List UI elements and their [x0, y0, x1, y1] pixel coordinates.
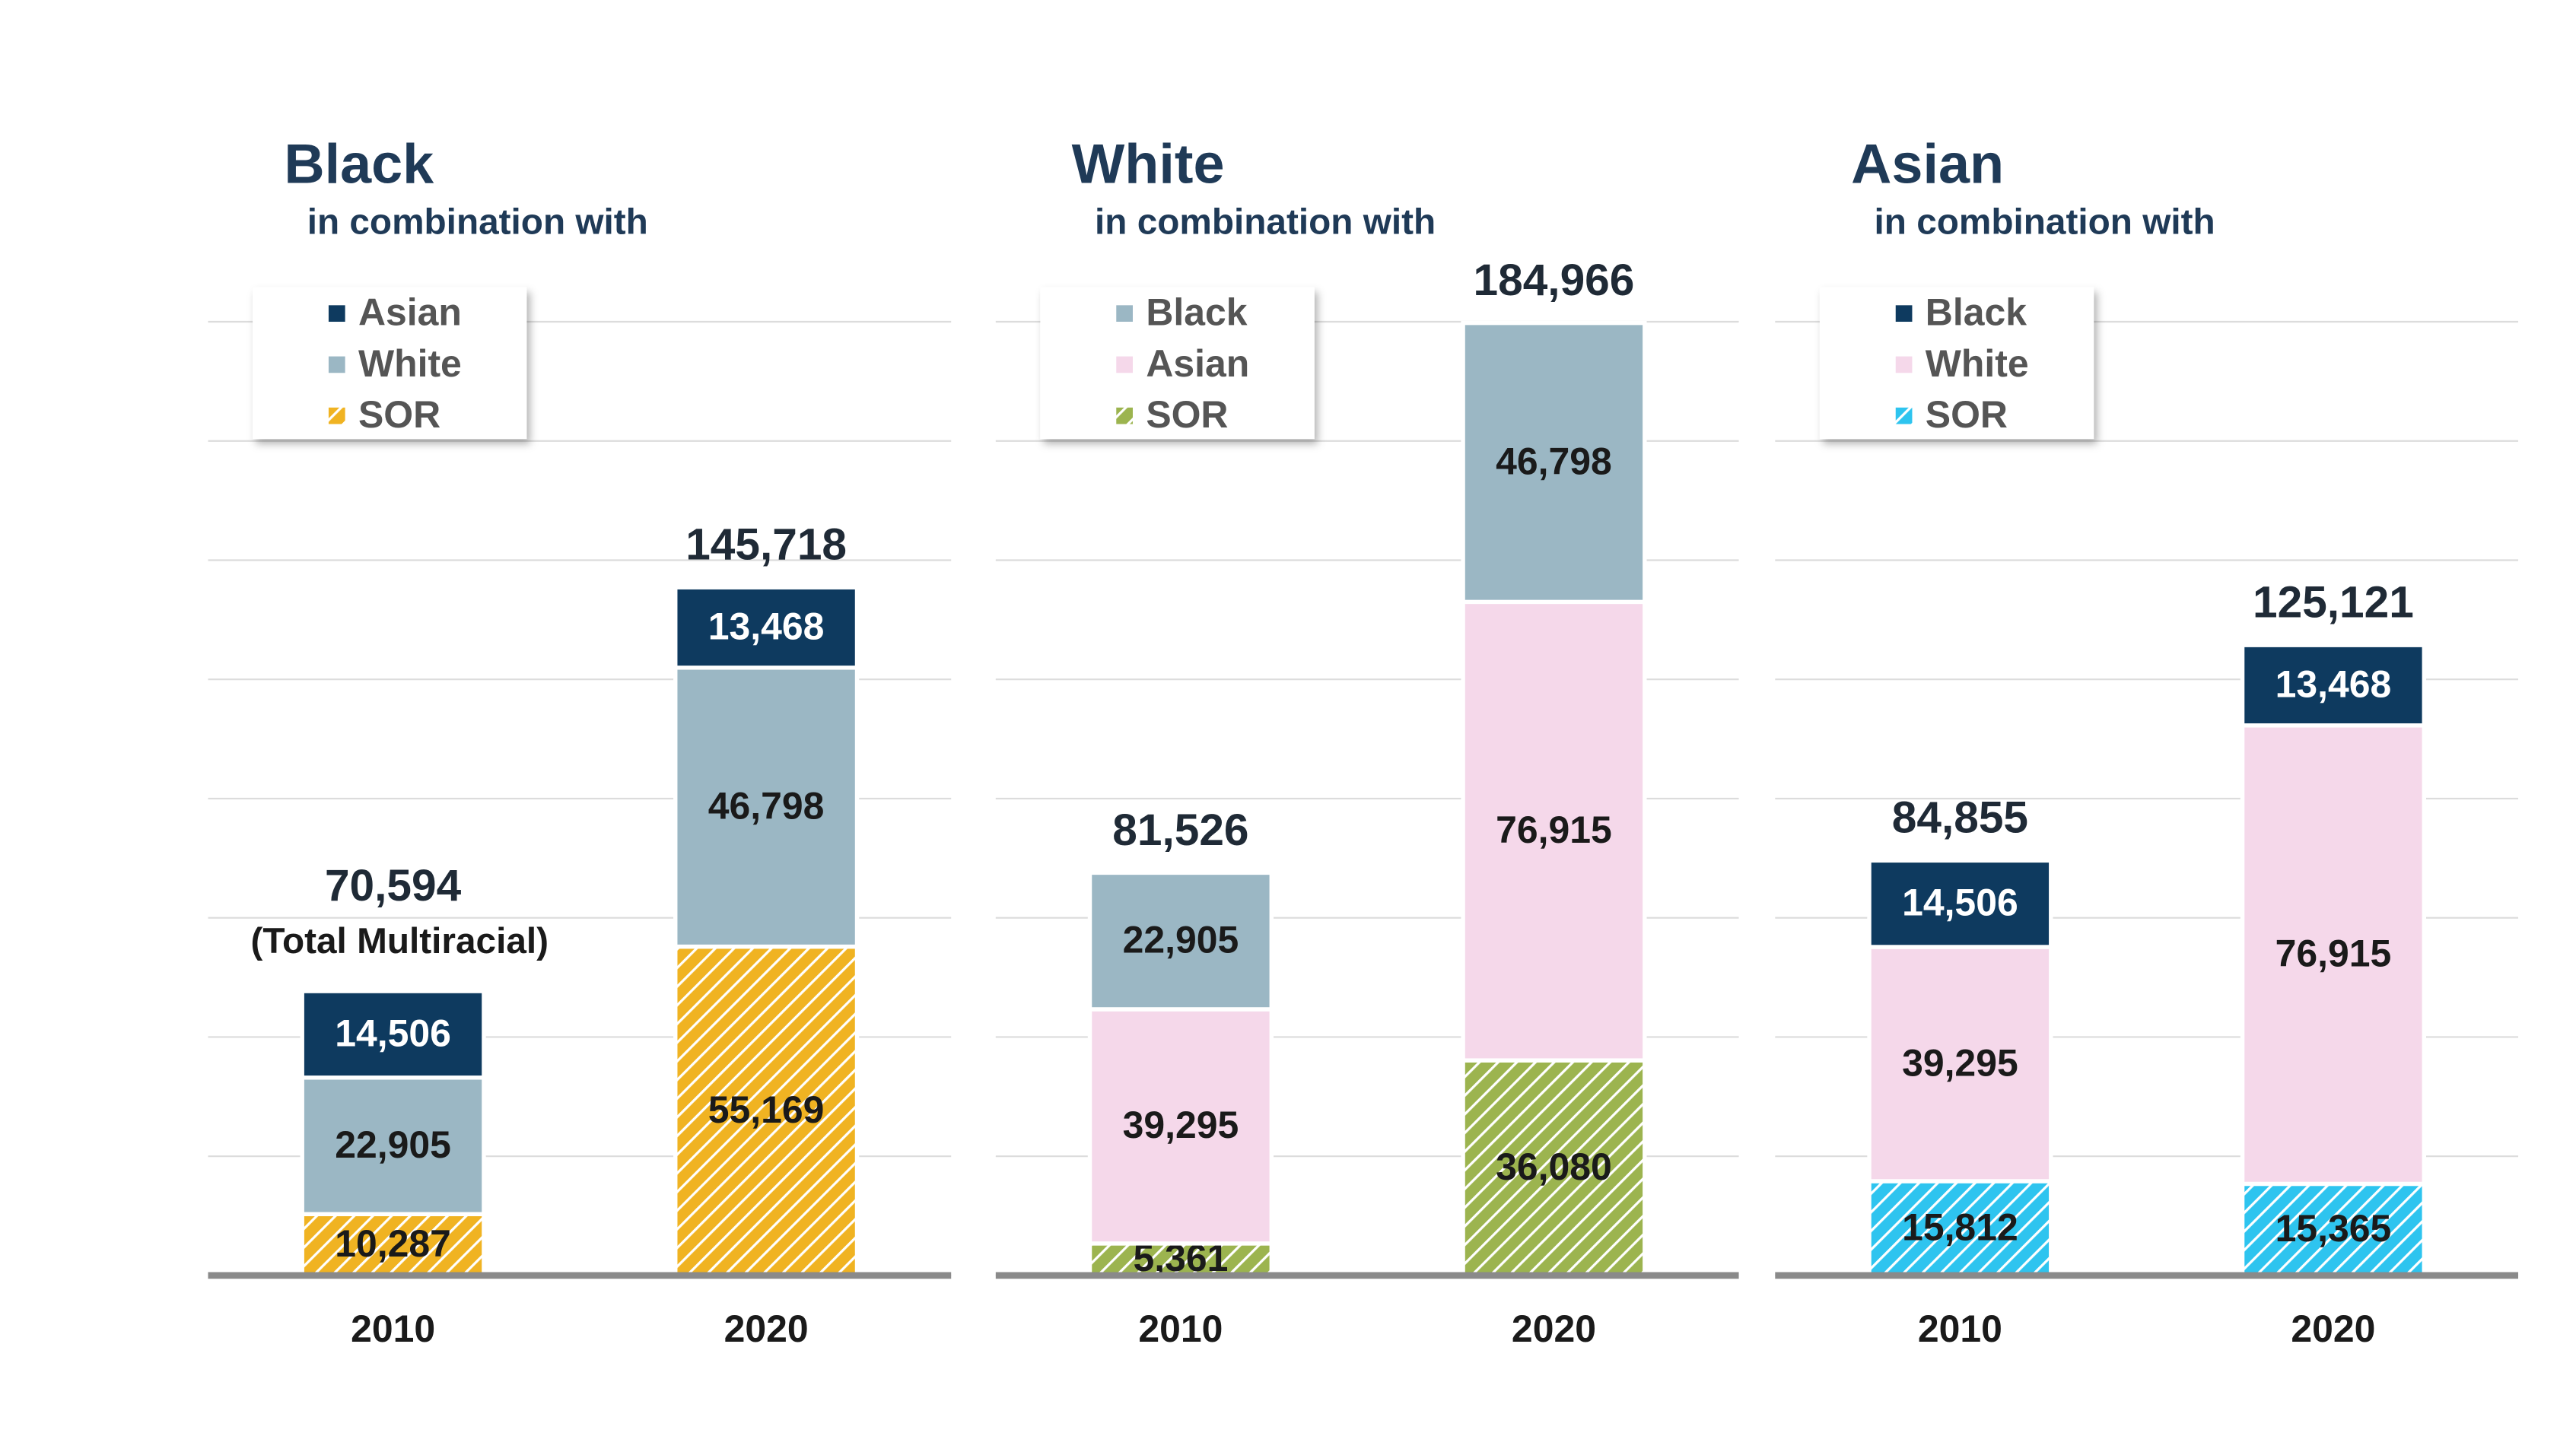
- legend-label: Black: [1146, 291, 1247, 334]
- legend-swatch: [328, 305, 345, 322]
- bar-segment: [1087, 1007, 1274, 1246]
- legend-swatch: [1895, 356, 1913, 373]
- panel-title: White: [1072, 132, 1225, 195]
- legend-label: Asian: [358, 291, 462, 334]
- legend-label: Black: [1926, 291, 2027, 334]
- segment-label: 15,812: [1902, 1206, 2018, 1248]
- legend-box: [253, 287, 527, 440]
- x-tick-label: 2010: [1918, 1307, 2002, 1350]
- legend-label: White: [358, 342, 462, 385]
- segment-label: 39,295: [1123, 1104, 1239, 1146]
- segment-label: 55,169: [708, 1088, 825, 1131]
- panel-title: Asian: [1851, 132, 2004, 195]
- bar-segment: [673, 585, 860, 670]
- bar-segment: [300, 989, 486, 1080]
- legend-swatch: [1116, 305, 1133, 322]
- legend-label: White: [1926, 342, 2029, 385]
- segment-label: 39,295: [1902, 1041, 2018, 1084]
- legend-box: [1819, 287, 2094, 440]
- total-label: 84,855: [1892, 793, 2028, 843]
- legend: SOR White Asian: [253, 287, 527, 440]
- legend-swatch: [1116, 356, 1133, 373]
- legend-swatch: [328, 356, 345, 373]
- panel-title: Black: [284, 132, 434, 195]
- legend-swatch: [1895, 407, 1913, 424]
- segment-label: 14,506: [1902, 882, 2018, 924]
- x-tick-label: 2010: [351, 1307, 435, 1350]
- bar-segment: [1461, 320, 1647, 605]
- total-label: 81,526: [1112, 805, 1248, 855]
- total-label: 145,718: [685, 520, 847, 570]
- x-tick-label: 2020: [2291, 1307, 2375, 1350]
- segment-label: 10,287: [335, 1222, 451, 1265]
- bar-segment: [1867, 1179, 2053, 1278]
- segment-label: 46,798: [1496, 440, 1612, 482]
- legend-swatch: [328, 407, 345, 424]
- bar-segment: [1087, 870, 1274, 1012]
- bar-segment: [1461, 599, 1647, 1063]
- segment-label: 22,905: [1123, 919, 1239, 961]
- segment-label: 22,905: [335, 1123, 451, 1166]
- bar-segment: [2240, 643, 2427, 728]
- segment-label: 76,915: [2275, 932, 2392, 974]
- segment-label: 46,798: [708, 785, 825, 828]
- legend-swatch: [1116, 407, 1133, 424]
- bar-segment: [300, 1075, 486, 1216]
- x-tick-label: 2020: [724, 1307, 809, 1350]
- legend-label: SOR: [1926, 393, 2008, 436]
- bar-segment: [2240, 723, 2427, 1187]
- x-tick-label: 2020: [1512, 1307, 1596, 1350]
- legend-label: SOR: [358, 393, 440, 436]
- legend: SOR Asian Black: [1040, 287, 1315, 440]
- annotation: (Total Multiracial): [250, 921, 549, 961]
- panel-subtitle: in combination with: [307, 202, 648, 243]
- total-label: 184,966: [1474, 256, 1635, 305]
- segment-label: 36,080: [1496, 1145, 1612, 1188]
- total-label: 70,594: [325, 861, 462, 910]
- segment-label: 13,468: [2275, 662, 2392, 705]
- legend-label: SOR: [1146, 393, 1228, 436]
- legend-box: [1040, 287, 1315, 440]
- legend: SOR White Black: [1819, 287, 2094, 440]
- x-tick-label: 2010: [1138, 1307, 1223, 1350]
- legend-label: Asian: [1146, 342, 1249, 385]
- bar-segment: [1867, 858, 2053, 949]
- total-label: 125,121: [2253, 578, 2414, 628]
- panel-subtitle: in combination with: [1095, 202, 1436, 243]
- segment-label: 15,365: [2275, 1207, 2392, 1250]
- segment-label: 14,506: [335, 1012, 451, 1054]
- bar-segment: [2240, 1181, 2427, 1278]
- segment-label: 76,915: [1496, 809, 1612, 851]
- legend-swatch: [1895, 305, 1913, 322]
- segment-label: 13,468: [708, 605, 825, 647]
- panel-subtitle: in combination with: [1875, 202, 2215, 243]
